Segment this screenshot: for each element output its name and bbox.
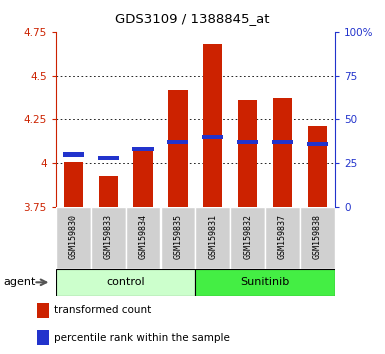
Bar xyxy=(167,140,189,144)
Text: GSM159831: GSM159831 xyxy=(208,214,218,259)
Bar xyxy=(56,207,90,269)
Bar xyxy=(161,207,195,269)
Bar xyxy=(56,269,195,296)
Text: GSM159837: GSM159837 xyxy=(278,214,287,259)
Bar xyxy=(265,207,300,269)
Bar xyxy=(91,207,126,269)
Bar xyxy=(272,140,293,144)
Text: transformed count: transformed count xyxy=(55,305,152,315)
Bar xyxy=(202,135,223,139)
Text: GSM159830: GSM159830 xyxy=(69,214,78,259)
Bar xyxy=(64,161,83,207)
Bar xyxy=(99,176,118,207)
Bar xyxy=(196,207,230,269)
Text: GSM159835: GSM159835 xyxy=(173,214,182,259)
Bar xyxy=(98,156,119,160)
Bar xyxy=(238,100,257,207)
Bar xyxy=(132,147,154,152)
Bar xyxy=(195,269,335,296)
Text: agent: agent xyxy=(4,277,36,287)
Text: control: control xyxy=(106,277,145,287)
Bar xyxy=(203,44,223,207)
Bar xyxy=(37,330,49,345)
Bar xyxy=(307,142,328,146)
Text: GSM159832: GSM159832 xyxy=(243,214,252,259)
Bar xyxy=(126,207,161,269)
Text: GDS3109 / 1388845_at: GDS3109 / 1388845_at xyxy=(115,12,270,25)
Text: percentile rank within the sample: percentile rank within the sample xyxy=(55,333,230,343)
Bar xyxy=(308,126,327,207)
Bar xyxy=(168,90,187,207)
Bar xyxy=(37,303,49,318)
Bar xyxy=(63,152,84,157)
Bar xyxy=(134,151,152,207)
Bar xyxy=(300,207,335,269)
Text: GSM159834: GSM159834 xyxy=(139,214,147,259)
Text: GSM159833: GSM159833 xyxy=(104,214,113,259)
Bar xyxy=(230,207,265,269)
Text: Sunitinib: Sunitinib xyxy=(241,277,290,287)
Text: GSM159838: GSM159838 xyxy=(313,214,322,259)
Bar xyxy=(273,98,292,207)
Bar xyxy=(237,140,258,144)
